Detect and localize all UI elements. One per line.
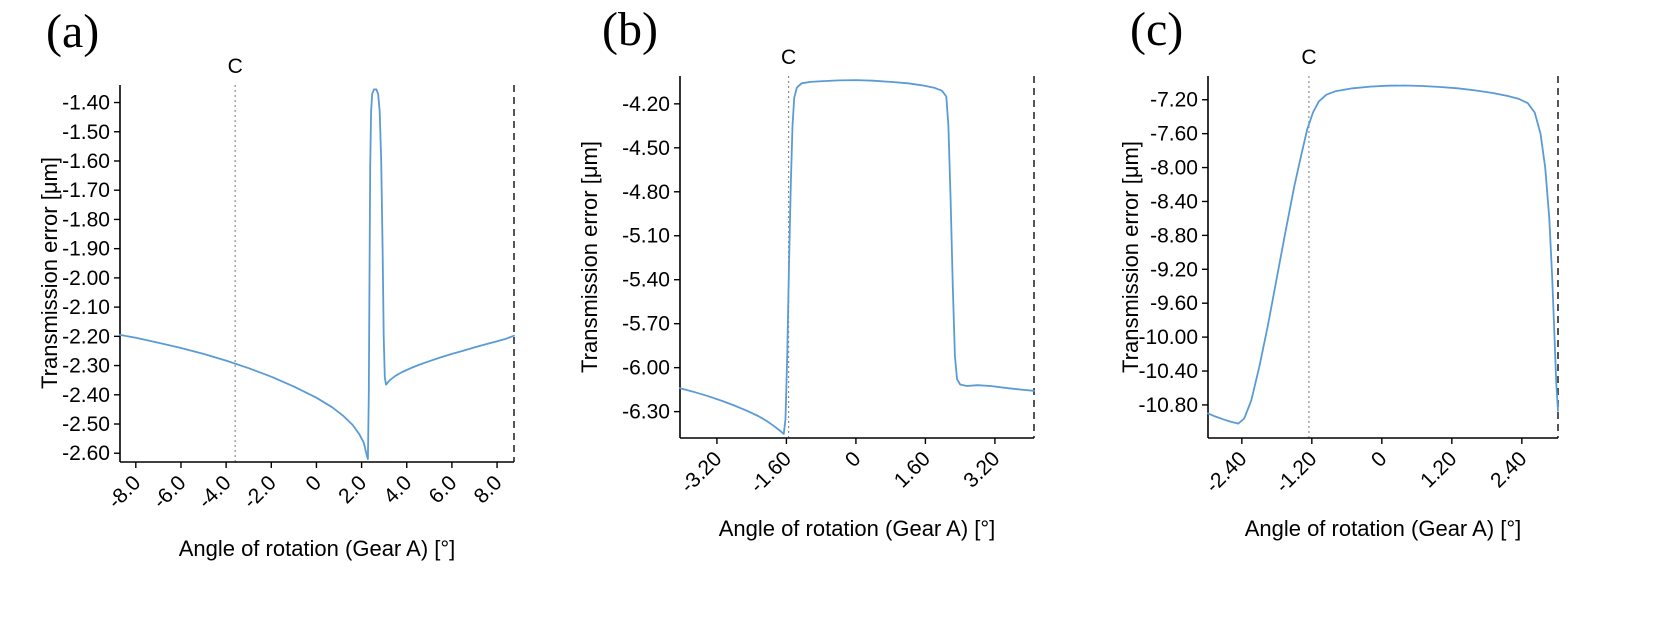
y-tick-label: -6.00 [622, 357, 670, 380]
x-tick-label: 2.40 [1486, 447, 1531, 492]
x-tick-label: -1.60 [746, 447, 796, 497]
y-tick-label: -10.00 [1138, 326, 1198, 349]
chart-b: C -4.20 -4.50 -4.80 -5.10 -5.40 -5.70 -6.00 -6.3… [622, 46, 1035, 497]
x-tick-label: -3.20 [676, 447, 726, 497]
y-tick-label: -1.60 [62, 150, 110, 173]
y-tick-label: -8.80 [1150, 224, 1198, 247]
y-tick-label: -5.70 [622, 313, 670, 336]
transmission-error-curve [679, 79, 1035, 435]
y-tick-label: -2.50 [62, 413, 110, 436]
panel-label-a: (a) [46, 5, 100, 58]
y-tick-label: -1.50 [62, 121, 110, 144]
cursor-label: C [781, 46, 796, 69]
y-tick-label: -2.40 [62, 384, 110, 407]
y-tick-label: -2.10 [62, 296, 110, 319]
cursor-label: C [1301, 46, 1316, 69]
x-tick-label: 1.60 [890, 447, 935, 492]
y-tick-label: -10.80 [1138, 394, 1198, 417]
y-tick-label: -5.10 [622, 225, 670, 248]
x-axis-title-b: Angle of rotation (Gear A) [°] [718, 516, 996, 541]
y-tick-label: -8.00 [1150, 157, 1198, 180]
y-tick-label: -1.70 [62, 179, 110, 202]
panel-label-c: (c) [1130, 3, 1184, 56]
x-tick-label: 1.20 [1416, 447, 1461, 492]
y-axis-title-b: Transmission error [μm] [577, 141, 602, 373]
y-tick-label: -10.40 [1138, 360, 1198, 383]
y-tick-label: -1.90 [62, 238, 110, 261]
y-tick-label: -4.50 [622, 137, 670, 160]
panel-c: C -7.20 -7.60 -8.00 -8.40 -8.80 -9.20 -9.60 -10.… [1112, 0, 1668, 617]
x-tick-label: -1.20 [1271, 447, 1321, 497]
x-axis-title-c: Angle of rotation (Gear A) [°] [1244, 516, 1522, 541]
y-tick-label: -7.20 [1150, 89, 1198, 112]
x-tick-label: -2.0 [239, 471, 281, 513]
chart-c: C -7.20 -7.60 -8.00 -8.40 -8.80 -9.20 -9.60 -10.… [1138, 46, 1559, 497]
x-tick-label: 3.20 [959, 447, 1004, 492]
y-tick-label: -2.00 [62, 267, 110, 290]
x-tick-label: 4.0 [379, 471, 416, 508]
x-tick-label: 0 [301, 471, 326, 496]
x-tick-label: 2.0 [334, 471, 371, 508]
x-tick-label: 0 [841, 447, 866, 472]
y-tick-label: -5.40 [622, 269, 670, 292]
x-axis-title-a: Angle of rotation (Gear A) [°] [178, 536, 456, 561]
y-tick-label: -6.30 [622, 401, 670, 424]
y-tick-label: -1.80 [62, 208, 110, 231]
panel-label-b: (b) [602, 3, 658, 56]
y-tick-label: -2.60 [62, 442, 110, 465]
y-tick-label: -2.30 [62, 355, 110, 378]
x-tick-label: -6.0 [149, 471, 191, 513]
chart-a: C-1.40-1.50-1.60-1.70-1.80-1.90-2.00-2.1… [62, 55, 515, 513]
y-axis-title-a: Transmission error [μm] [37, 157, 62, 389]
y-tick-label: -1.40 [62, 92, 110, 115]
y-tick-label: -2.20 [62, 325, 110, 348]
x-tick-label: -8.0 [103, 471, 145, 513]
y-tick-label: -9.60 [1150, 292, 1198, 315]
y-tick-label: -9.20 [1150, 258, 1198, 281]
y-tick-label: -4.20 [622, 93, 670, 116]
y-tick-label: -8.40 [1150, 190, 1198, 213]
panel-a: C -1.40 -1.50 -1.60 -1.70 -1.80 -1.90 -2.00 -2.1… [0, 0, 556, 617]
x-tick-label: 8.0 [470, 471, 507, 508]
panel-b: C -4.20 -4.50 -4.80 -5.10 -5.40 -5.70 -6.00 -6.3… [556, 0, 1112, 617]
x-tick-label: -4.0 [194, 471, 236, 513]
y-tick-label: -4.80 [622, 181, 670, 204]
cursor-label: C [228, 55, 243, 78]
y-axis-title-c: Transmission error [μm] [1118, 141, 1143, 373]
x-tick-label: -2.40 [1201, 447, 1251, 497]
x-tick-label: 0 [1367, 447, 1392, 472]
y-tick-label: -7.60 [1150, 123, 1198, 146]
transmission-error-curve [119, 88, 515, 461]
x-tick-label: 6.0 [425, 471, 462, 508]
transmission-error-curve [1207, 84, 1559, 425]
